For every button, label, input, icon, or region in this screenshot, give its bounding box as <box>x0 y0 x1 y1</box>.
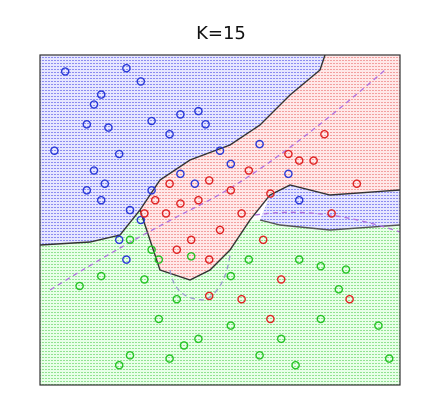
chart-title: K=15 <box>196 23 246 44</box>
bayes-boundary <box>49 69 386 291</box>
point <box>237 294 246 304</box>
region-blue-strip <box>260 185 400 230</box>
point <box>60 67 70 76</box>
point <box>327 209 336 218</box>
point <box>384 354 394 363</box>
point <box>147 185 156 195</box>
point <box>194 195 203 205</box>
point <box>154 314 164 324</box>
boundary <box>139 184 400 281</box>
point <box>204 291 214 301</box>
point <box>276 275 286 284</box>
point <box>374 321 383 330</box>
point <box>96 90 106 99</box>
point <box>122 63 131 73</box>
point <box>255 350 264 360</box>
point <box>204 176 214 185</box>
point <box>244 255 254 264</box>
point <box>294 156 304 165</box>
point <box>226 321 236 330</box>
point <box>204 255 214 264</box>
point <box>276 334 286 344</box>
point <box>186 235 196 245</box>
boundary <box>40 55 326 246</box>
plot-frame <box>39 54 401 386</box>
point <box>50 146 59 155</box>
bayes-boundary <box>254 211 400 233</box>
point <box>309 156 318 165</box>
point <box>291 360 300 370</box>
point <box>194 334 203 344</box>
point <box>266 189 275 198</box>
point <box>226 271 236 281</box>
point <box>226 159 236 169</box>
point <box>96 271 106 281</box>
point <box>165 354 174 363</box>
point <box>136 215 146 225</box>
point <box>316 261 326 271</box>
boundary <box>259 219 400 231</box>
point <box>165 179 174 188</box>
point <box>341 265 351 274</box>
point <box>125 205 135 215</box>
point <box>172 245 182 254</box>
point <box>186 251 196 261</box>
point <box>258 235 268 245</box>
point <box>176 110 185 119</box>
point <box>125 235 135 245</box>
point <box>140 275 149 284</box>
point <box>82 120 92 129</box>
point <box>136 77 146 86</box>
point <box>201 120 210 129</box>
point <box>75 281 84 291</box>
point <box>114 360 124 370</box>
points <box>50 63 394 370</box>
point <box>114 149 124 159</box>
point <box>176 169 185 179</box>
point <box>255 139 264 149</box>
point <box>172 294 182 304</box>
point <box>294 195 304 205</box>
point <box>165 129 174 139</box>
point <box>226 185 236 195</box>
point <box>244 166 254 175</box>
point <box>147 116 156 126</box>
point <box>316 314 326 324</box>
point <box>104 123 113 132</box>
point <box>154 255 164 264</box>
point <box>82 185 92 195</box>
point <box>114 235 124 245</box>
point <box>215 146 225 155</box>
point <box>150 195 160 205</box>
point <box>334 284 344 294</box>
decision-regions <box>40 55 400 385</box>
point <box>125 350 135 360</box>
region-green <box>40 210 400 385</box>
point <box>190 179 200 188</box>
point <box>122 255 131 264</box>
point <box>215 225 225 235</box>
point <box>237 209 246 218</box>
region-blue <box>40 55 325 245</box>
point <box>140 209 149 218</box>
point <box>147 245 156 254</box>
point <box>294 255 304 264</box>
point <box>179 341 189 350</box>
point <box>194 106 203 116</box>
bayes-boundary <box>169 254 231 301</box>
point <box>176 199 185 208</box>
point <box>89 166 99 175</box>
point <box>89 100 99 109</box>
region-red <box>140 55 400 280</box>
point <box>100 179 110 188</box>
point <box>352 179 362 188</box>
point <box>284 169 293 179</box>
point <box>284 149 293 159</box>
point <box>345 294 354 304</box>
point <box>266 314 275 324</box>
point <box>320 129 329 139</box>
point <box>161 209 171 218</box>
point <box>96 195 106 205</box>
